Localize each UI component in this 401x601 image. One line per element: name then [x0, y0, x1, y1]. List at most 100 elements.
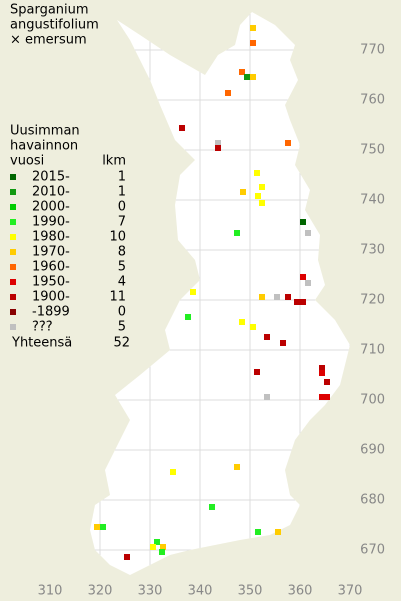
observation — [254, 369, 260, 375]
legend-header: havainnon — [10, 139, 78, 154]
observation — [280, 340, 286, 346]
y-tick-label: 720 — [360, 293, 385, 308]
observation — [319, 365, 325, 371]
observation — [300, 219, 306, 225]
observation — [259, 184, 265, 190]
legend-label: 1980- — [32, 230, 70, 245]
legend-count: 0 — [118, 200, 126, 215]
title: × emersum — [10, 33, 87, 48]
observation — [154, 539, 160, 545]
legend-label: 1950- — [32, 275, 70, 290]
observation — [324, 394, 330, 400]
legend-label: 1970- — [32, 245, 70, 260]
y-tick-label: 690 — [360, 443, 385, 458]
x-tick-label: 340 — [188, 584, 213, 599]
title: Sparganium — [10, 3, 89, 18]
legend-count: 0 — [118, 305, 126, 320]
observation — [190, 289, 196, 295]
legend-header: vuosi — [10, 154, 44, 169]
legend-label: 2000- — [32, 200, 70, 215]
y-tick-label: 670 — [360, 543, 385, 558]
legend-swatch — [10, 249, 16, 255]
country-shape — [90, 12, 350, 575]
observation — [264, 394, 270, 400]
legend-count: 1 — [118, 170, 126, 185]
legend-count: 8 — [118, 245, 126, 260]
legend-swatch — [10, 264, 16, 270]
observation — [300, 299, 306, 305]
legend-swatch — [10, 219, 16, 225]
legend-count-header: lkm — [102, 154, 126, 169]
observation — [159, 549, 165, 555]
observation — [244, 74, 250, 80]
observation — [250, 25, 256, 31]
legend-swatch — [10, 234, 16, 240]
observation — [319, 394, 325, 400]
x-tick-label: 320 — [88, 584, 113, 599]
legend-header: Uusimman — [10, 124, 80, 139]
y-tick-label: 730 — [360, 243, 385, 258]
y-tick-label: 740 — [360, 193, 385, 208]
observation — [305, 280, 311, 286]
observations — [94, 25, 330, 560]
total-label: Yhteensä — [11, 336, 72, 351]
legend-label: ??? — [32, 320, 53, 335]
x-tick-label: 360 — [288, 584, 313, 599]
observation — [285, 140, 291, 146]
legend-swatch — [10, 204, 16, 210]
legend-swatch — [10, 279, 16, 285]
legend-label: 2010- — [32, 185, 70, 200]
y-tick-label: 760 — [360, 93, 385, 108]
y-tick-label: 700 — [360, 393, 385, 408]
observation — [239, 319, 245, 325]
observation — [274, 294, 280, 300]
legend-count: 1 — [118, 185, 126, 200]
legend-swatch — [10, 174, 16, 180]
legend-count: 5 — [118, 320, 126, 335]
observation — [264, 334, 270, 340]
y-tick-label: 750 — [360, 143, 385, 158]
observation — [324, 379, 330, 385]
x-tick-label: 310 — [38, 584, 63, 599]
observation — [179, 125, 185, 131]
observation — [275, 529, 281, 535]
legend-swatch — [10, 189, 16, 195]
observation — [185, 314, 191, 320]
observation — [94, 524, 100, 530]
title: angustifolium — [10, 18, 99, 33]
observation — [259, 294, 265, 300]
total-count: 52 — [113, 336, 130, 351]
observation — [234, 230, 240, 236]
y-tick-label: 770 — [360, 43, 385, 58]
legend-count: 10 — [109, 230, 126, 245]
observation — [255, 529, 261, 535]
observation — [254, 170, 260, 176]
legend-count: 7 — [118, 215, 126, 230]
observation — [319, 370, 325, 376]
observation — [215, 140, 221, 146]
observation — [300, 274, 306, 280]
legend-swatch — [10, 309, 16, 315]
observation — [209, 504, 215, 510]
observation — [259, 200, 265, 206]
observation — [285, 294, 291, 300]
x-tick-label: 350 — [238, 584, 263, 599]
observation — [240, 189, 246, 195]
x-tick-label: 370 — [338, 584, 363, 599]
observation — [255, 193, 261, 199]
legend-count: 4 — [118, 275, 126, 290]
observation — [150, 544, 156, 550]
legend-label: 1900- — [32, 290, 70, 305]
legend-label: 2015- — [32, 170, 70, 185]
y-tick-label: 710 — [360, 343, 385, 358]
legend-label: -1899 — [32, 305, 70, 320]
observation — [215, 145, 221, 151]
observation — [100, 524, 106, 530]
y-tick-label: 680 — [360, 493, 385, 508]
legend-swatch — [10, 324, 16, 330]
observation — [250, 74, 256, 80]
legend-label: 1960- — [32, 260, 70, 275]
observation — [234, 464, 240, 470]
x-tick-label: 330 — [138, 584, 163, 599]
